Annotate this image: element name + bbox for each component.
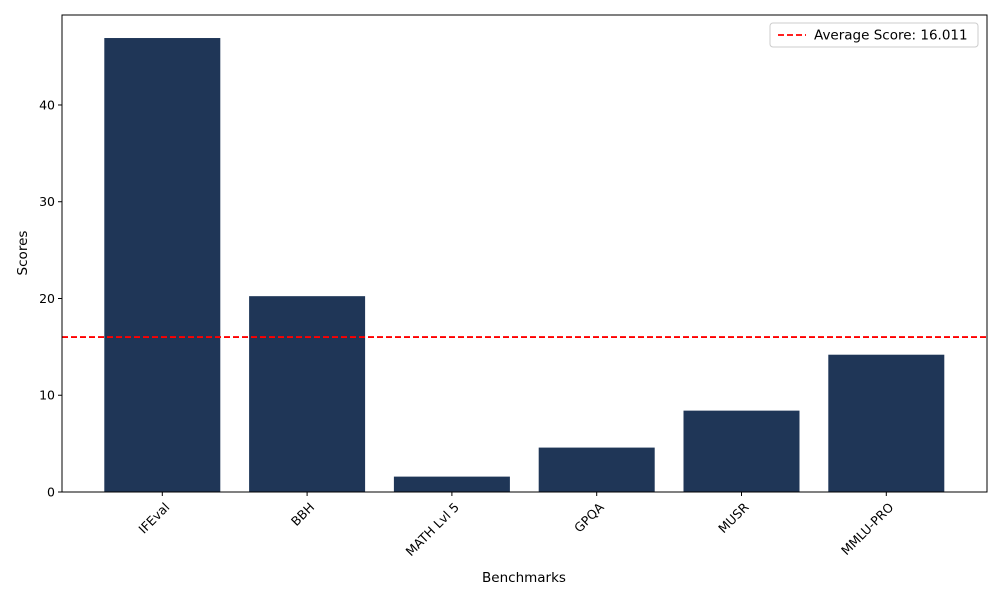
bar-ifeval — [104, 38, 221, 492]
x-tick-label: MMLU-PRO — [838, 499, 897, 558]
x-tick-label: IFEval — [135, 500, 172, 537]
y-axis: 0 10 20 30 40 — [39, 97, 62, 500]
legend: Average Score: 16.011 — [769, 22, 979, 48]
y-tick-label: 10 — [39, 388, 55, 403]
legend-entry-average: Average Score: 16.011 — [814, 28, 968, 44]
legend-box — [769, 22, 979, 48]
bar-gpqa — [538, 447, 655, 492]
y-tick-label: 40 — [39, 97, 55, 112]
y-tick-label: 0 — [47, 485, 55, 500]
bar-math-lvl-5 — [393, 476, 510, 492]
x-tick-label: MUSR — [715, 499, 752, 536]
x-tick-label: MATH Lvl 5 — [403, 500, 462, 559]
y-axis-label: Scores — [15, 231, 31, 276]
bars-group — [104, 38, 945, 492]
plot-frame — [61, 14, 988, 493]
bar-mmlu-pro — [828, 354, 945, 492]
x-tick-label: GPQA — [571, 499, 607, 535]
bar-bbh — [249, 296, 366, 492]
bar-musr — [683, 410, 800, 492]
x-axis: IFEval BBH MATH Lvl 5 GPQA MUSR MMLU-PRO — [135, 492, 897, 559]
y-tick-label: 20 — [39, 291, 55, 306]
x-axis-label: Benchmarks — [482, 570, 566, 586]
x-tick-label: BBH — [288, 500, 317, 529]
y-tick-label: 30 — [39, 194, 55, 209]
